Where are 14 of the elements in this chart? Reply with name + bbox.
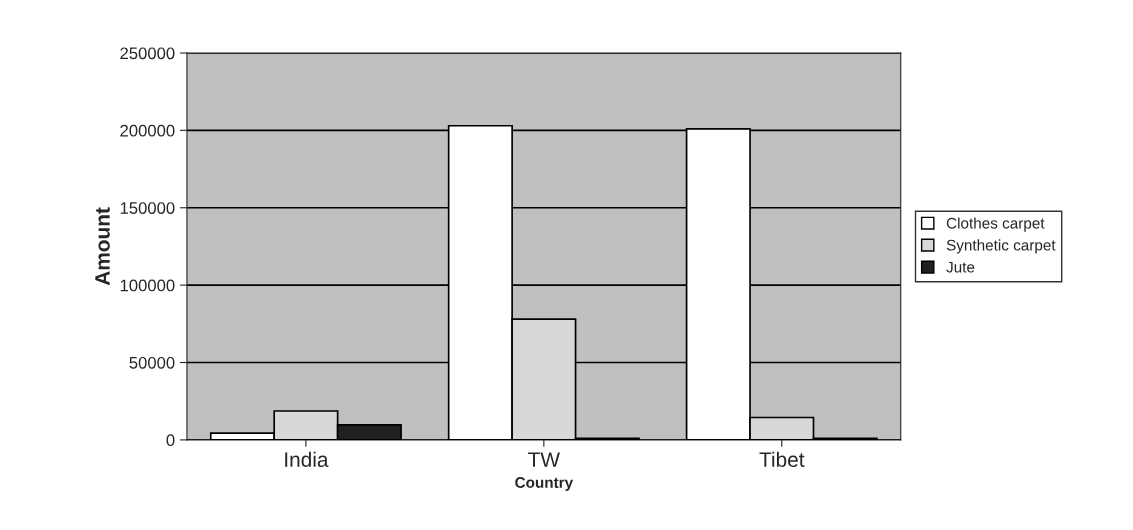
y-tick-label: 50000: [129, 356, 175, 369]
x-tick-label: Tibet: [759, 451, 805, 468]
legend-label: Synthetic carpet: [946, 239, 1056, 254]
x-axis-title: Country: [515, 477, 574, 491]
y-tick-label: 200000: [120, 124, 175, 137]
y-tick-label: 100000: [120, 279, 175, 292]
legend-label: Jute: [946, 261, 975, 273]
legend-label: Clothes carpet: [946, 217, 1045, 232]
y-axis-title: Amount: [95, 207, 110, 286]
y-tick-label: 250000: [120, 47, 175, 60]
y-tick-label: 150000: [120, 202, 175, 214]
y-tick-label: 0: [166, 434, 175, 447]
x-tick-label: India: [285, 451, 329, 468]
x-tick-label: TW: [528, 452, 560, 467]
